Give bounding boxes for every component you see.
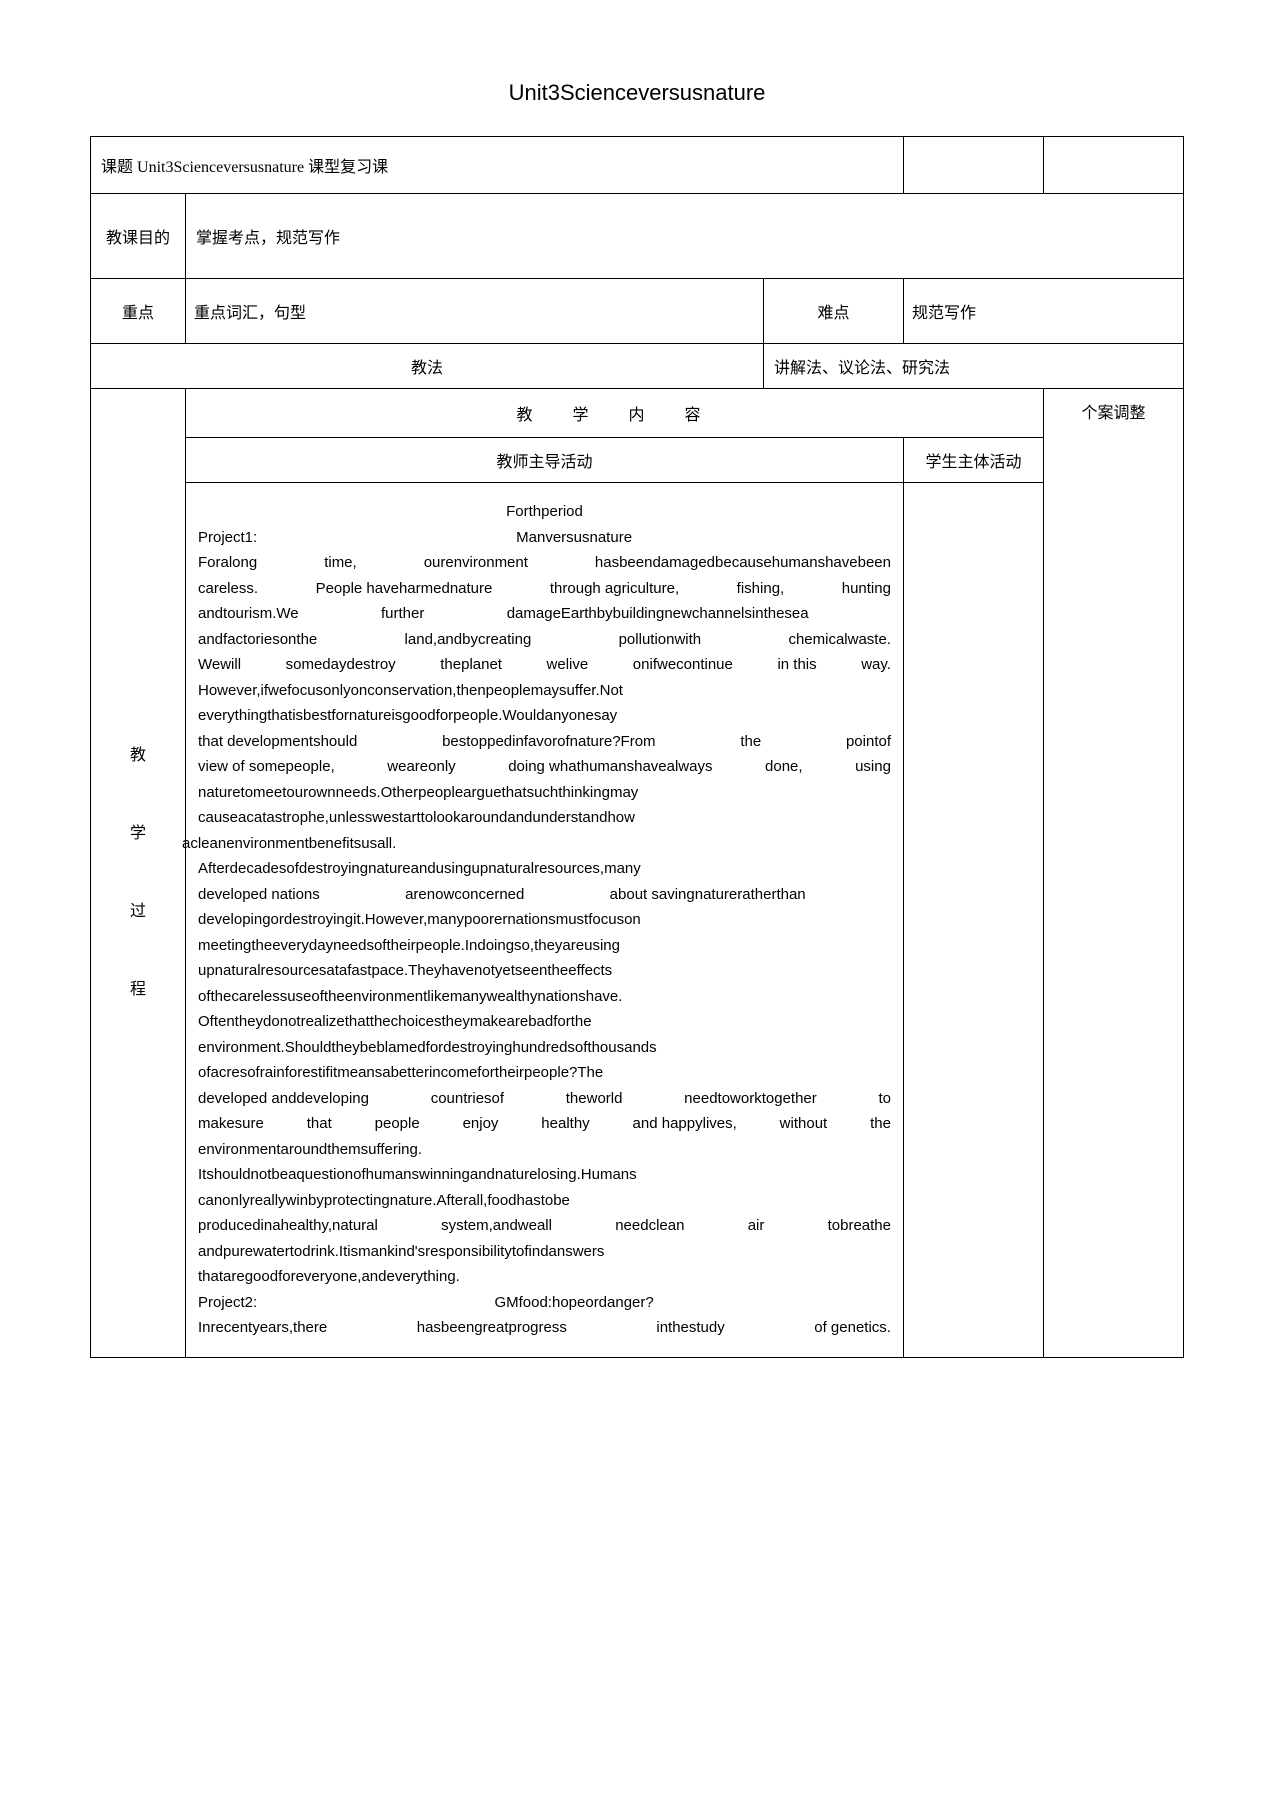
body-line: careless.People haveharmednaturethrough … [198,576,891,602]
body-line: Project2:GMfood:hopeordanger? [198,1290,891,1316]
teacher-activity-header: 教师主导活动 [186,438,904,483]
body-line: environment.Shouldtheybeblamedfordestroy… [198,1035,891,1061]
teacher-activity-content: ForthperiodProject1:ManversusnatureForal… [186,483,904,1358]
topic-row: 课题 Unit3Scienceversusnature 课型复习课 [91,137,1184,194]
topic-type-label: 课型 [308,159,340,176]
body-line: developed anddevelopingcountriesofthewor… [198,1086,891,1112]
lesson-plan-table: 课题 Unit3Scienceversusnature 课型复习课 教课目的 掌… [90,136,1184,1358]
student-activity-content [904,483,1044,1358]
process-char: 教 [99,732,177,780]
body-line: naturetomeetourownneeds.Otherpeopleargue… [198,780,891,806]
body-line: ofthecarelessuseoftheenvironmentlikemany… [198,984,891,1010]
empty-cell [904,137,1044,194]
process-char: 过 [99,888,177,936]
process-char: 程 [99,966,177,1014]
topic-label: 课题 [101,159,133,176]
content-header-row: 教学过程 教 学 内 容 个案调整 [91,389,1184,438]
body-line: Itshouldnotbeaquestionofhumanswinningand… [198,1162,891,1188]
body-line: Oftentheydonotrealizethatthechoicestheym… [198,1009,891,1035]
body-line: developed nationsarenowconcernedabout sa… [198,882,891,908]
goal-label: 教课目的 [91,194,186,279]
body-line: developingordestroyingit.However,manypoo… [198,907,891,933]
body-line: Project1:Manversusnature [198,525,891,551]
focus-label: 重点 [91,279,186,344]
body-line: thataregoodforeveryone,andeverything. [198,1264,891,1290]
goal-row: 教课目的 掌握考点，规范写作 [91,194,1184,279]
student-activity-header: 学生主体活动 [904,438,1044,483]
body-line: causeacatastrophe,unlesswestarttolookaro… [198,805,891,831]
method-content: 讲解法、议论法、研究法 [764,344,1184,389]
process-label: 教学过程 [91,389,186,1358]
goal-content: 掌握考点，规范写作 [186,194,1184,279]
body-line: view of somepeople,weareonlydoing whathu… [198,754,891,780]
body-line: Wewillsomedaydestroytheplanetweliveonifw… [198,652,891,678]
body-line: makesurethatpeopleenjoyhealthyand happyl… [198,1111,891,1137]
body-line: producedinahealthy,naturalsystem,andweal… [198,1213,891,1239]
body-line: andfactoriesontheland,andbycreatingpollu… [198,627,891,653]
topic-type-value: 复习课 [340,159,388,176]
topic-cell: 课题 Unit3Scienceversusnature 课型复习课 [91,137,904,194]
method-row: 教法 讲解法、议论法、研究法 [91,344,1184,389]
body-line: environmentaroundthemsuffering. [198,1137,891,1163]
body-line: upnaturalresourcesatafastpace.Theyhaveno… [198,958,891,984]
body-line: Afterdecadesofdestroyingnatureandusingup… [198,856,891,882]
focus-row: 重点 重点词汇，句型 难点 规范写作 [91,279,1184,344]
teaching-content-header: 教 学 内 容 [186,389,1044,438]
content-body-row: ForthperiodProject1:ManversusnatureForal… [91,483,1184,1358]
body-line: However,ifwefocusonlyonconservation,then… [198,678,891,704]
body-line: andpurewatertodrink.Itismankind'srespons… [198,1239,891,1265]
method-label: 教法 [91,344,764,389]
process-char: 学 [99,810,177,858]
body-line: everythingthatisbestfornatureisgoodforpe… [198,703,891,729]
body-line: meetingtheeverydayneedsoftheirpeople.Ind… [198,933,891,959]
body-line: Forthperiod [198,499,891,525]
difficulty-label: 难点 [764,279,904,344]
activity-header-row: 教师主导活动 学生主体活动 [91,438,1184,483]
topic-content: Unit3Scienceversusnature [137,159,304,176]
difficulty-value: 规范写作 [904,279,1184,344]
body-line: Foralongtime,ourenvironmenthasbeendamage… [198,550,891,576]
body-line: Inrecentyears,therehasbeengreatprogressi… [198,1315,891,1341]
body-line: ofacresofrainforestifitmeansabetterincom… [198,1060,891,1086]
body-line: andtourism.WefurtherdamageEarthbybuildin… [198,601,891,627]
page-title: Unit3Scienceversusnature [90,80,1184,106]
focus-content: 重点词汇，句型 [186,279,764,344]
body-line: canonlyreallywinbyprotectingnature.After… [198,1188,891,1214]
body-line: that developmentshouldbestoppedinfavorof… [198,729,891,755]
empty-cell [1044,137,1184,194]
case-adjust-col: 个案调整 [1044,389,1184,1358]
body-line: acleanenvironmentbenefitsusall. [182,831,891,857]
